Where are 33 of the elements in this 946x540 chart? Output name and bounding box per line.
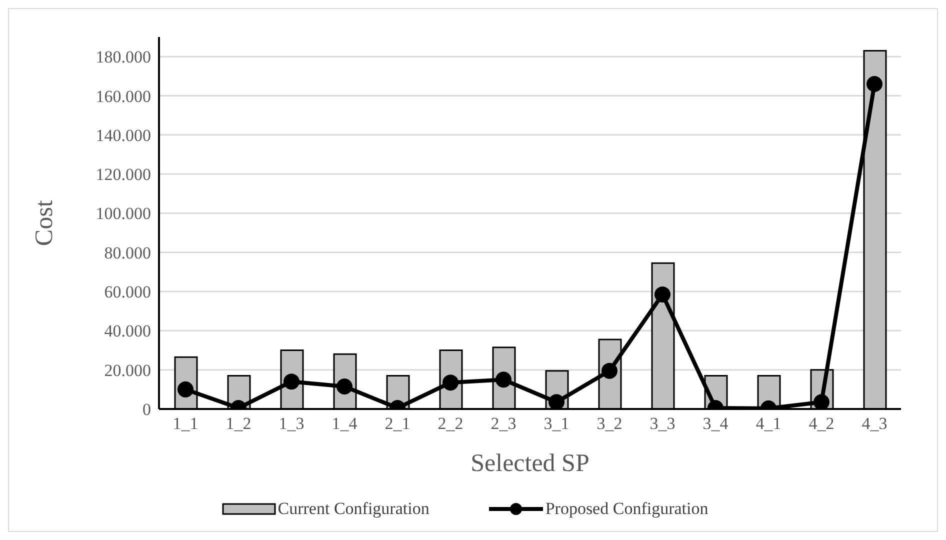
legend-label: Current Configuration <box>278 499 430 519</box>
legend-label: Proposed Configuration <box>545 499 708 519</box>
x-tick-label: 4_1 <box>756 414 782 434</box>
point <box>814 394 830 409</box>
x-tick-label: 2_1 <box>384 414 410 434</box>
x-tick-label: 1_3 <box>278 414 304 434</box>
y-tick-label: 80.000 <box>104 243 151 262</box>
x-tick-label: 1_2 <box>226 414 252 434</box>
x-tick-label: 3_2 <box>596 414 622 434</box>
x-tick-label: 2_3 <box>490 414 516 434</box>
y-axis-title: Cost <box>30 200 58 246</box>
x-tick-label: 4_2 <box>808 414 834 434</box>
x-tick-label: 3_4 <box>702 414 729 434</box>
x-tick-label: 3_1 <box>544 414 570 434</box>
y-tick-label: 140.000 <box>96 126 151 145</box>
point <box>548 394 564 409</box>
x-tick-label: 2_2 <box>438 414 464 434</box>
x-tick-label: 1_1 <box>172 414 198 434</box>
x-axis-title: Selected SP <box>470 450 590 477</box>
x-tick-label: 1_4 <box>332 414 358 434</box>
y-tick-label: 60.000 <box>104 282 151 302</box>
y-tick-label: 20.000 <box>104 360 151 380</box>
y-tick-label: 0 <box>142 400 151 420</box>
x-tick-label: 3_3 <box>650 414 676 434</box>
y-tick-label: 160.000 <box>96 86 151 106</box>
y-tick-label: 40.000 <box>104 322 151 341</box>
y-tick-label: 100.000 <box>96 204 151 224</box>
y-tick-label: 180.000 <box>96 48 151 67</box>
point <box>602 362 618 379</box>
point <box>654 286 670 302</box>
point <box>866 76 882 92</box>
y-tick-label: 120.000 <box>96 165 151 184</box>
x-tick-label: 4_3 <box>862 414 888 434</box>
